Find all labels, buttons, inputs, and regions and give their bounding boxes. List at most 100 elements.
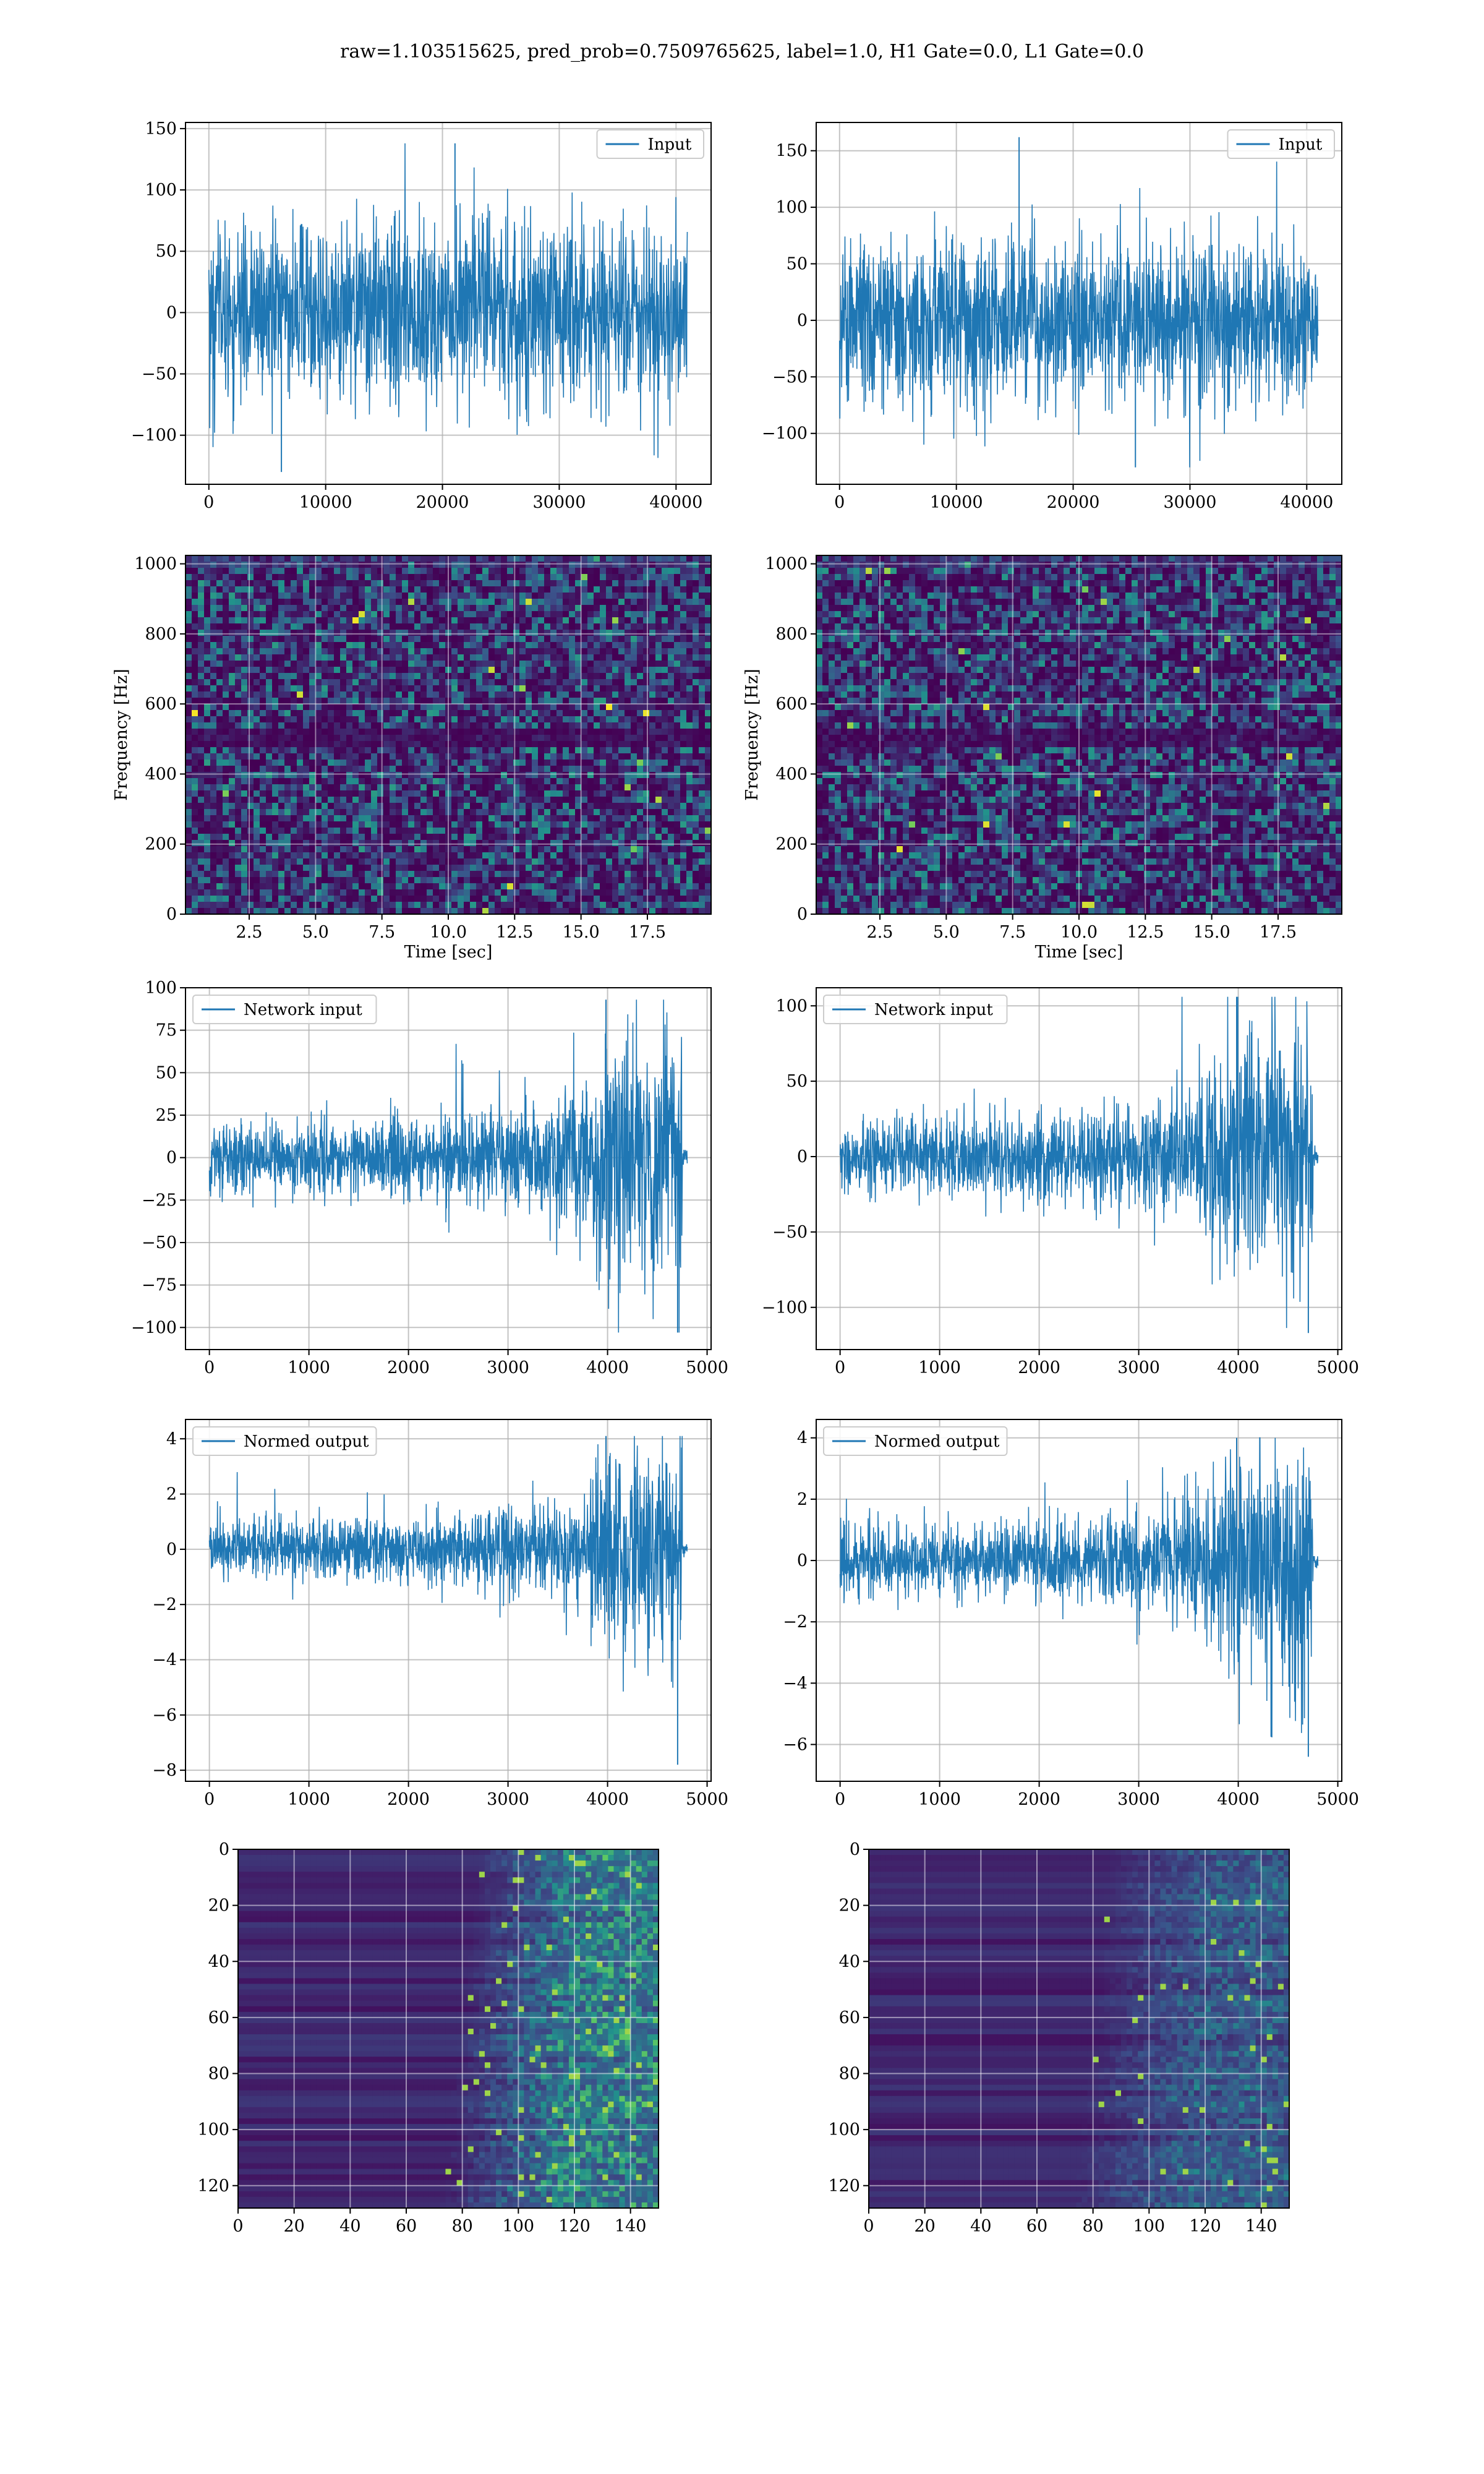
- heat-cell: [297, 698, 304, 704]
- heat-cell: [204, 562, 211, 568]
- heat-cell: [223, 648, 229, 655]
- heat-cell: [439, 623, 446, 630]
- heat-cell: [365, 766, 372, 773]
- heat-cell: [668, 617, 675, 624]
- heat-cell: [674, 611, 681, 618]
- heat-cell: [272, 617, 279, 624]
- heat-cell: [229, 580, 236, 587]
- heat-cell: [594, 902, 600, 909]
- heat-cell: [427, 741, 433, 748]
- heat-cell: [402, 623, 409, 630]
- heat-cell: [556, 908, 563, 915]
- heat-cell: [488, 889, 495, 896]
- heat-cell: [569, 623, 576, 630]
- heat-cell: [637, 747, 644, 754]
- heat-cell: [272, 661, 279, 667]
- heat-cell: [526, 834, 532, 841]
- heat-cell: [693, 698, 699, 704]
- heat-cell: [192, 828, 198, 834]
- heat-cell: [216, 654, 223, 661]
- heat-cell: [501, 790, 508, 797]
- heat-cell: [705, 698, 712, 704]
- heat-cell: [674, 593, 681, 599]
- heat-cell: [260, 902, 267, 909]
- heat-cell: [223, 685, 229, 692]
- heat-cell: [315, 753, 322, 760]
- heat-cell: [427, 828, 433, 834]
- heat-cell: [365, 685, 372, 692]
- heat-cell: [235, 685, 242, 692]
- heat-cell: [637, 623, 644, 630]
- heat-cell: [668, 710, 675, 717]
- heat-cell: [365, 642, 372, 649]
- heat-cell: [278, 599, 285, 606]
- heat-cell: [433, 902, 440, 909]
- heat-cell: [612, 821, 619, 828]
- heat-cell: [686, 772, 693, 779]
- heat-cell: [371, 747, 378, 754]
- heat-cell: [346, 648, 353, 655]
- heat-cell: [322, 568, 328, 575]
- heat-cell: [266, 555, 273, 562]
- heat-cell: [420, 896, 427, 902]
- heat-cell: [643, 883, 650, 890]
- heat-cell: [359, 871, 365, 878]
- heat-cell: [674, 896, 681, 902]
- heat-cell: [402, 753, 409, 760]
- heat-cell: [618, 883, 625, 890]
- heat-cell: [686, 747, 693, 754]
- heat-cell: [625, 661, 631, 667]
- heat-cell: [581, 772, 588, 779]
- heat-cell: [587, 852, 594, 859]
- heat-cell: [507, 605, 514, 612]
- heat-cell: [241, 568, 248, 575]
- heat-cell: [612, 803, 619, 810]
- heat-cell: [550, 605, 557, 612]
- heat-cell: [470, 716, 477, 723]
- heat-cell: [643, 809, 650, 816]
- heat-cell: [705, 735, 712, 742]
- heat-cell: [693, 617, 699, 624]
- heat-cell: [575, 691, 582, 698]
- heat-cell: [470, 772, 477, 779]
- heat-cell: [594, 685, 600, 692]
- heat-cell: [260, 661, 267, 667]
- heat-cell: [408, 846, 415, 853]
- heat-cell: [668, 877, 675, 884]
- heat-cell: [501, 877, 508, 884]
- heat-cell: [488, 735, 495, 742]
- heat-cell: [346, 902, 353, 909]
- heat-cell: [396, 803, 403, 810]
- heat-cell: [216, 852, 223, 859]
- heat-cell: [501, 889, 508, 896]
- heat-cell: [587, 840, 594, 847]
- heat-cell: [186, 667, 192, 674]
- heat-cell: [618, 871, 625, 878]
- heat-cell: [464, 698, 471, 704]
- heat-cell: [383, 797, 390, 803]
- heat-cell: [668, 809, 675, 816]
- heat-cell: [655, 902, 662, 909]
- heat-cell: [402, 797, 409, 803]
- heat-cell: [519, 667, 526, 674]
- heat-cell: [458, 580, 464, 587]
- heat-cell: [482, 735, 489, 742]
- heat-cell: [532, 803, 539, 810]
- heat-cell: [247, 834, 254, 841]
- heat-cell: [587, 586, 594, 593]
- heat-cell: [699, 586, 706, 593]
- heat-cell: [643, 803, 650, 810]
- heat-cell: [414, 858, 421, 865]
- heat-cell: [680, 858, 687, 865]
- heat-cell: [618, 784, 625, 791]
- heat-cell: [235, 889, 242, 896]
- heat-cell: [451, 661, 458, 667]
- heat-cell: [556, 698, 563, 704]
- heat-cell: [587, 716, 594, 723]
- heat-cell: [625, 821, 631, 828]
- heat-cell: [346, 821, 353, 828]
- heat-cell: [390, 803, 396, 810]
- heat-cell: [439, 679, 446, 686]
- heat-cell: [705, 623, 712, 630]
- heat-cell: [488, 766, 495, 773]
